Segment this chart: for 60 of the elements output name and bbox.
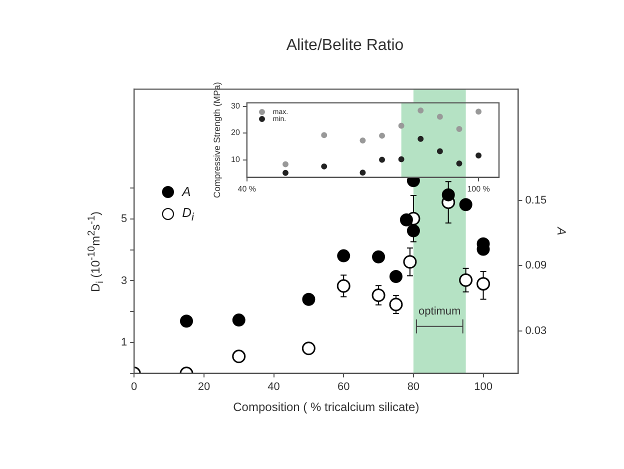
band-label: optimum: [418, 305, 461, 318]
point: [180, 314, 193, 328]
point: [282, 170, 289, 176]
point: [456, 126, 462, 132]
point: [436, 148, 443, 154]
point: [389, 270, 402, 283]
point: [232, 314, 246, 327]
point: [379, 132, 386, 139]
point: [418, 108, 424, 114]
x-axis-title: Composition ( % tricalcium silicate): [233, 400, 420, 414]
point: [372, 250, 386, 264]
point: [456, 160, 462, 166]
x-tick-label: 100 %: [467, 184, 490, 194]
point: [232, 350, 246, 364]
point: [476, 152, 482, 158]
chart-title: Alite/Belite Ratio: [286, 37, 404, 54]
point: [476, 277, 490, 291]
point: [459, 273, 473, 287]
point: [302, 342, 316, 356]
y-tick-label: 5: [120, 212, 128, 225]
point: [400, 213, 413, 226]
point: [302, 292, 316, 306]
x-tick-label: 60: [337, 381, 350, 394]
point: [389, 298, 403, 312]
x-tick-label: 0: [131, 381, 138, 394]
point: [436, 114, 443, 120]
x-tick-label: 20: [198, 381, 210, 394]
point: [360, 170, 366, 176]
point: [476, 108, 482, 115]
x-tick-label: 100: [474, 381, 492, 394]
y2-tick-label: 0.03: [525, 324, 547, 337]
y-tick-label: 1: [120, 336, 128, 349]
point: [398, 156, 404, 162]
y2-axis-title: A: [554, 226, 568, 236]
y2-tick-label: 0.09: [525, 260, 547, 272]
legend-label: A: [182, 184, 191, 200]
y-tick-label: 20: [230, 128, 240, 138]
point: [372, 288, 386, 302]
point: [360, 138, 366, 144]
point: [336, 279, 350, 293]
point: [418, 136, 424, 142]
point: [379, 156, 386, 163]
y-tick-label: 3: [120, 274, 128, 287]
point: [321, 132, 328, 138]
point: [442, 188, 455, 202]
y-tick-label: 10: [230, 154, 240, 164]
point: [337, 249, 350, 262]
y-tick-label: 30: [230, 101, 240, 110]
point: [398, 122, 404, 129]
point: [403, 255, 417, 269]
x-tick-label: 40 %: [238, 184, 256, 194]
point: [406, 224, 420, 238]
y2-tick-label: 0.15: [525, 194, 547, 206]
x-tick-label: 80: [407, 381, 420, 394]
point: [459, 198, 472, 212]
point: [321, 163, 328, 170]
point: [282, 161, 289, 168]
x-tick-label: 40: [268, 381, 280, 394]
legend-label: D$_{i}$: [182, 205, 194, 224]
y-axis-title: Compressive Strength (MPa): [212, 82, 222, 198]
